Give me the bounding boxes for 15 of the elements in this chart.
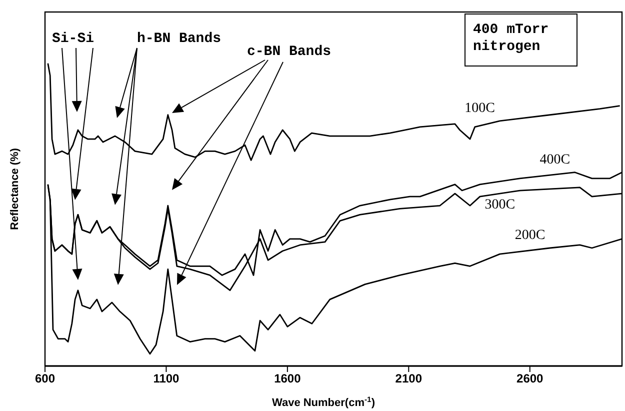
- text: c-BN Bands: [247, 44, 332, 60]
- x-tick-label: 1600: [274, 372, 302, 386]
- x-tick-label: 600: [34, 372, 56, 386]
- x-tick-label: 1100: [153, 372, 180, 386]
- series-label: 200C: [514, 228, 546, 243]
- x-axis-title: Wave Number(cm$^{-1}$): [272, 394, 376, 409]
- y-axis-title: Reflectance (%): [9, 148, 21, 230]
- series-label: 100C: [464, 100, 495, 116]
- x-tick-label: 2600: [516, 372, 544, 386]
- series-label: 400C: [540, 152, 570, 168]
- text: Si-Si: [52, 31, 94, 47]
- x-tick-label: 2100: [395, 372, 422, 386]
- text: h-BN Bands: [137, 31, 222, 47]
- series-label: 300C: [484, 198, 516, 213]
- text: 400 mTorr nitrogen: [473, 22, 549, 55]
